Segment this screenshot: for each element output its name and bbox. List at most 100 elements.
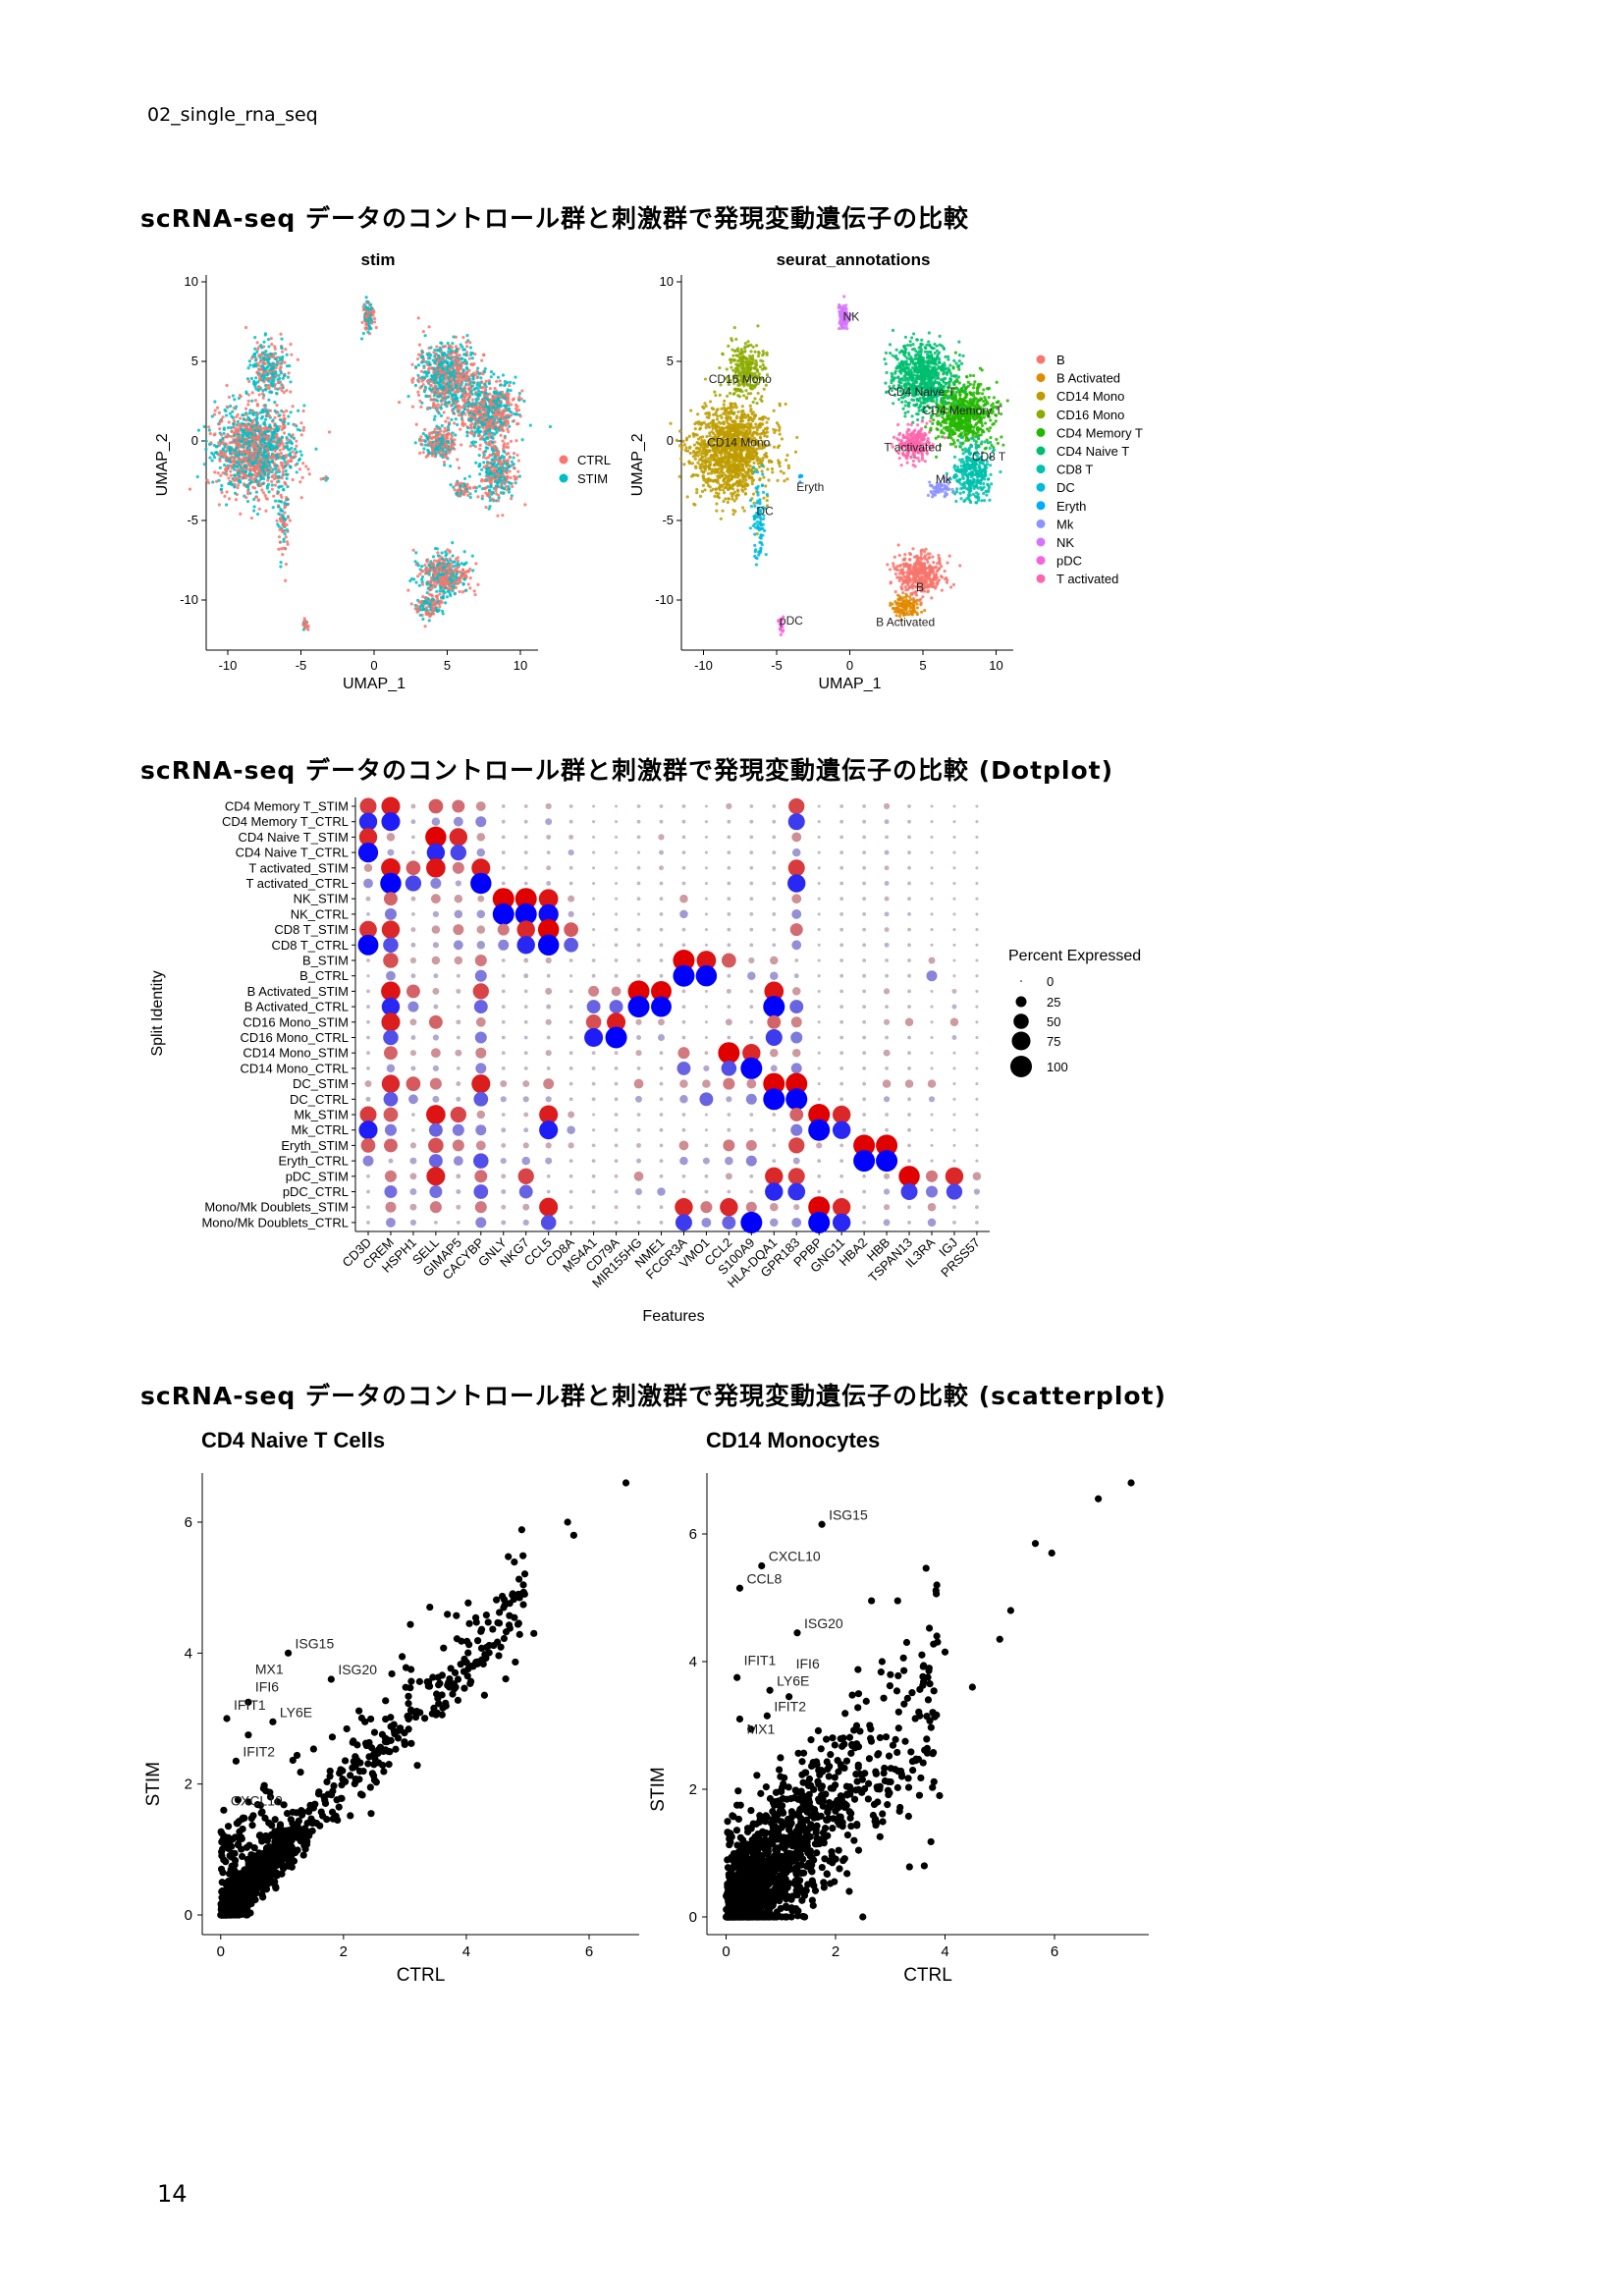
- umap-cell-point: [261, 437, 265, 441]
- umap-cell-point: [280, 346, 284, 350]
- section-title-dotplot: scRNA-seq データのコントロール群と刺激群で発現変動遺伝子の比較 (Do…: [140, 756, 1114, 785]
- umap-cell-point: [274, 453, 279, 457]
- umap-cell-point: [364, 296, 368, 300]
- umap-cell-point: [259, 465, 263, 469]
- umap-points: [188, 296, 553, 631]
- umap-cell-point: [246, 366, 250, 370]
- umap-cell-point: [419, 355, 423, 359]
- umap-cell-point: [439, 399, 443, 403]
- umap-cell-point: [470, 398, 475, 402]
- umap-cell-point: [427, 450, 431, 454]
- y-tick-label: 10: [185, 274, 198, 289]
- umap-cell-point: [503, 450, 507, 454]
- umap-cell-point: [414, 422, 418, 426]
- umap-cell-point: [432, 559, 437, 563]
- umap-cell-point: [299, 496, 303, 500]
- umap-cell-point: [282, 537, 286, 541]
- umap-cell-point: [235, 460, 239, 464]
- umap-cell-point: [517, 392, 521, 396]
- umap-cell-point: [280, 427, 284, 431]
- umap-cell-point: [452, 355, 457, 359]
- umap-cell-point: [245, 377, 250, 381]
- umap-cell-point: [509, 413, 514, 417]
- umap-cell-point: [232, 478, 237, 482]
- umap-cell-point: [893, 590, 897, 594]
- umap-cell-point: [478, 437, 483, 441]
- umap-cell-point: [911, 547, 915, 551]
- umap-cell-point: [207, 428, 212, 432]
- umap-cell-point: [498, 383, 503, 387]
- umap-cell-point: [498, 408, 502, 411]
- umap-cell-point: [931, 555, 935, 559]
- umap-cell-point: [254, 423, 258, 427]
- umap-cell-point: [467, 474, 471, 478]
- umap-cell-point: [444, 601, 448, 605]
- umap-cell-point: [465, 570, 469, 574]
- umap-cell-point: [452, 560, 456, 564]
- umap-cell-point: [261, 491, 266, 495]
- umap-cell-point: [414, 365, 418, 369]
- umap-cell-point: [490, 401, 494, 406]
- umap-cell-point: [477, 433, 481, 438]
- umap-cell-point: [421, 617, 425, 621]
- umap-cell-point: [270, 366, 274, 370]
- umap-cell-point: [233, 398, 237, 402]
- umap-cell-point: [262, 434, 266, 438]
- umap-cell-point: [246, 399, 250, 403]
- umap-cell-point: [427, 325, 431, 329]
- umap-cell-point: [270, 479, 274, 483]
- umap-cell-point: [286, 503, 290, 507]
- umap-cell-point: [896, 543, 900, 547]
- umap-cell-point: [301, 409, 305, 413]
- umap-cell-point: [486, 411, 490, 415]
- umap-cell-point: [421, 451, 425, 455]
- umap-cell-point: [517, 395, 521, 399]
- umap-cell-point: [928, 565, 932, 569]
- umap-cell-point: [451, 431, 455, 435]
- umap-cell-point: [260, 353, 264, 356]
- umap-cell-point: [266, 410, 270, 415]
- umap-cell-point: [445, 373, 449, 377]
- umap-cell-point: [418, 386, 422, 390]
- y-tick-label: -10: [655, 592, 674, 607]
- umap-cell-point: [204, 439, 208, 443]
- umap-cell-point: [413, 560, 417, 564]
- umap-cell-point: [513, 466, 516, 470]
- umap-cell-point: [467, 411, 471, 415]
- umap-cell-point: [447, 570, 451, 574]
- umap-cell-point: [205, 478, 209, 482]
- umap-cell-point: [413, 441, 417, 445]
- umap-cell-point: [505, 445, 509, 449]
- umap-cell-point: [485, 425, 489, 429]
- umap-cell-point: [301, 462, 305, 465]
- umap-cell-point: [516, 469, 520, 473]
- umap-cell-point: [246, 403, 250, 407]
- umap-cell-point: [286, 375, 291, 379]
- umap-cell-point: [473, 440, 478, 444]
- umap-cell-point: [274, 423, 278, 427]
- umap-cell-point: [246, 489, 250, 493]
- umap-cell-point: [482, 430, 486, 434]
- umap-cell-point: [465, 351, 469, 355]
- umap-cell-point: [257, 363, 261, 367]
- umap-cell-point: [282, 447, 286, 451]
- umap-cell-point: [482, 413, 486, 417]
- umap-cell-point: [256, 498, 260, 503]
- umap-cell-point: [276, 522, 280, 526]
- umap-cell-point: [932, 584, 936, 589]
- umap-cell-point: [470, 356, 474, 360]
- umap-cell-point: [278, 367, 282, 371]
- umap-cell-point: [450, 417, 454, 421]
- umap-cell-point: [256, 455, 260, 459]
- umap-cell-point: [465, 493, 470, 498]
- umap-cell-point: [501, 439, 505, 443]
- umap-cell-point: [451, 540, 455, 545]
- umap-cell-point: [421, 330, 425, 334]
- umap-cell-point: [250, 472, 254, 476]
- umap-cell-point: [457, 347, 460, 351]
- umap-cell-point: [267, 441, 271, 445]
- umap-cell-point: [287, 432, 292, 436]
- umap-cell-point: [455, 491, 459, 495]
- umap-cell-point: [423, 439, 427, 444]
